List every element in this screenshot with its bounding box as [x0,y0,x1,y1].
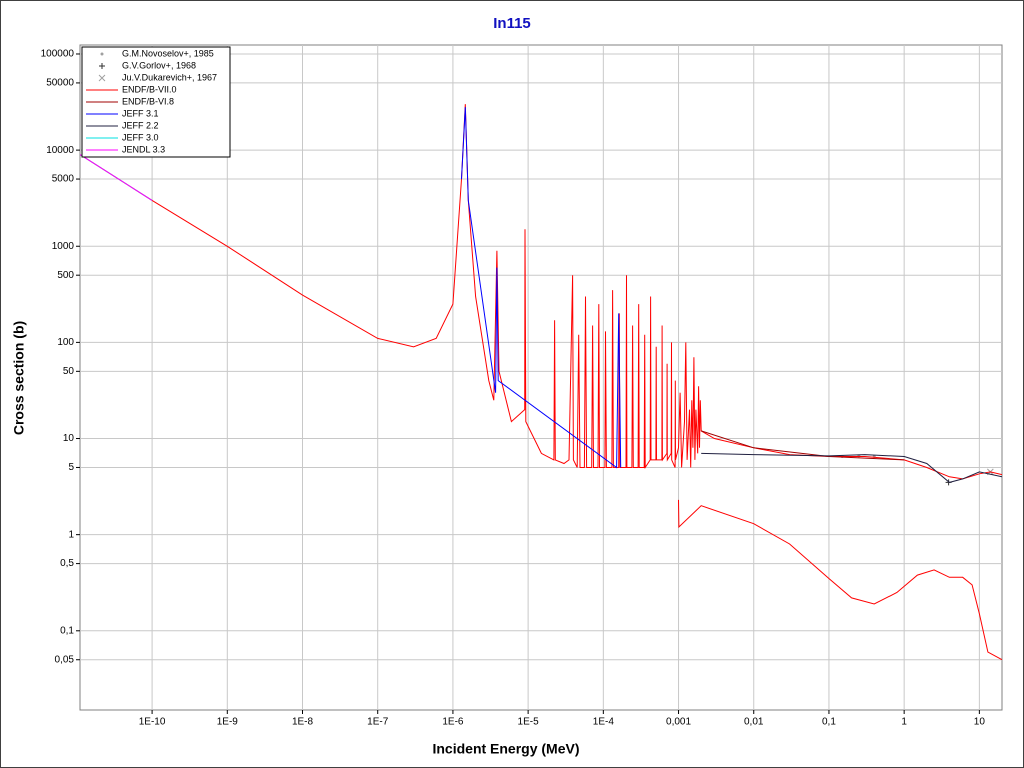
y-tick-label: 5000 [52,174,75,185]
y-tick-label: 10000 [46,145,74,156]
y-tick-label: 0,05 [55,654,75,665]
legend-label: JEFF 3.1 [122,108,159,118]
x-tick-label: 1E-8 [292,717,314,728]
series-line [701,430,905,461]
x-tick-label: 0,01 [744,717,764,728]
y-tick-label: 1 [68,529,74,540]
y-tick-label: 0,5 [60,558,74,569]
x-tick-label: 10 [974,717,986,728]
x-tick-label: 1E-9 [217,717,239,728]
y-tick-label: 1000 [52,241,75,252]
y-tick-label: 0,1 [60,625,74,636]
series-line [80,104,1002,661]
legend-label: JEFF 3.0 [122,132,159,142]
x-tick-label: 1E-10 [139,717,166,728]
legend-label: ENDF/B-VI.8 [122,96,174,106]
marker [99,63,105,69]
series-line [80,154,153,201]
y-tick-label: 500 [57,270,74,281]
x-axis-label: Incident Energy (MeV) [432,741,579,757]
series-line [461,107,622,469]
y-tick-label: 10 [63,433,75,444]
x-tick-label: 1E-7 [367,717,389,728]
legend-label: JEFF 2.2 [122,120,159,130]
x-tick-label: 0,1 [822,717,836,728]
y-axis-label: Cross section (b) [11,321,27,435]
x-tick-label: 0,001 [666,717,691,728]
marker [98,74,106,82]
plot-layer [80,104,1002,661]
plot-area [79,44,1003,711]
y-tick-label: 5 [68,462,74,473]
legend-label: JENDL 3.3 [122,144,165,154]
legend-label: G.V.Gorlov+, 1968 [122,60,196,70]
legend-label: ENDF/B-VII.0 [122,84,177,94]
y-tick-label: 50 [63,366,75,377]
y-tick-label: 100 [57,337,74,348]
legend-label: Ju.V.Dukarevich+, 1967 [122,72,217,82]
x-tick-label: 1E-5 [518,717,540,728]
y-tick-label: 50000 [46,78,74,89]
x-tick-label: 1E-6 [442,717,464,728]
marker [100,52,104,56]
series-line [701,452,1002,483]
y-tick-label: 100000 [41,49,75,60]
legend-label: G.M.Novoselov+, 1985 [122,48,214,58]
x-tick-label: 1E-4 [593,717,615,728]
x-tick-label: 1 [901,717,907,728]
chart-title: In115 [493,15,531,32]
